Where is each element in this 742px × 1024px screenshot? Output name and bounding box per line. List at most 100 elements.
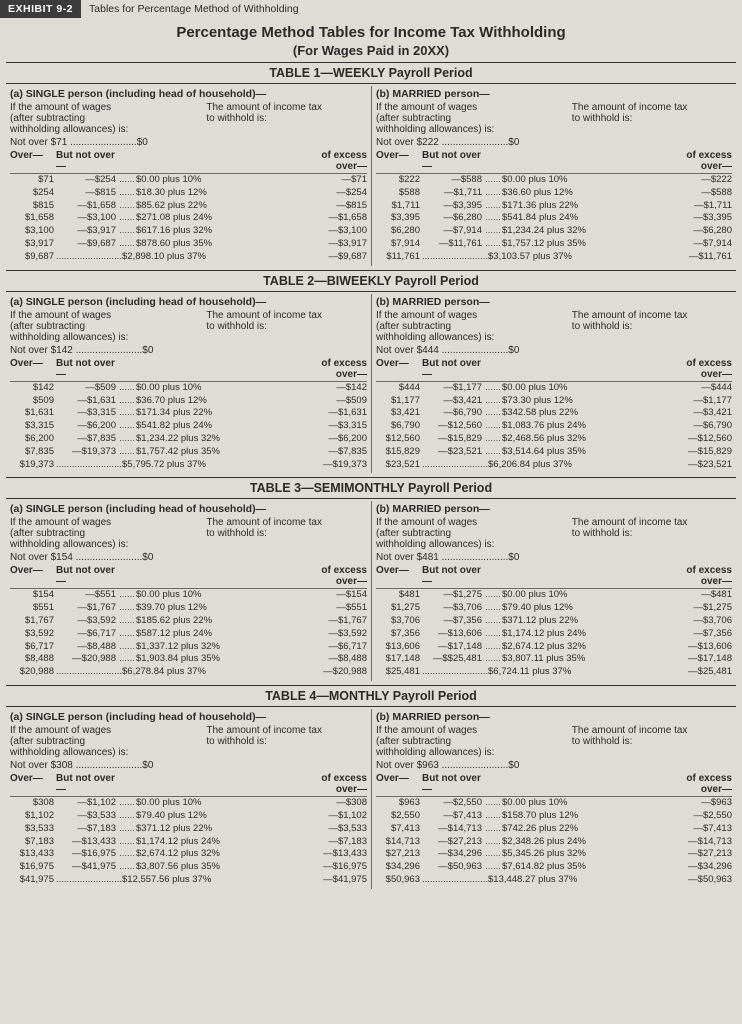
bracket-row: $1,767 —$3,592 ...... $185.62 plus 22% —… (10, 615, 367, 628)
cell-over: $254 (10, 187, 56, 200)
cell-tax: $3,514.64 plus 35% (502, 446, 674, 459)
intro-left: If the amount of wages(after subtracting… (10, 517, 206, 550)
head-excess: of excess over— (674, 358, 732, 380)
cell-dots: ...... (484, 174, 502, 187)
cell-excess: —$3,421 (674, 407, 732, 420)
cell-notover: —$13,433 (56, 836, 118, 849)
cell-excess: —$27,213 (674, 848, 732, 861)
cell-excess: —$12,560 (674, 433, 732, 446)
grid-head: Over— But not over— of excess over— (10, 150, 367, 174)
cell-excess: —$20,988 (309, 666, 367, 679)
cell-notover: —$551 (56, 589, 118, 602)
table-columns: (a) SINGLE person (including head of hou… (6, 294, 736, 474)
cell-dots: ...... (118, 225, 136, 238)
cell-excess: —$222 (674, 174, 732, 187)
cell-excess: —$7,914 (674, 238, 732, 251)
bracket-row: $7,356 —$13,606 ...... $1,174.12 plus 24… (376, 628, 732, 641)
head-excess: of excess over— (309, 565, 367, 587)
cell-excess: —$17,148 (674, 653, 732, 666)
cell-notover: —$7,413 (422, 810, 484, 823)
cell-over: $13,433 (10, 848, 56, 861)
bracket-row-last: $9,687 .........................$2,898.1… (10, 251, 367, 264)
head-over: Over— (10, 773, 56, 795)
cell-tax: $6,206.84 plus 37% (488, 459, 572, 470)
cell-dots: ...... (118, 615, 136, 628)
cell-over: $7,183 (10, 836, 56, 849)
cell-excess: —$1,275 (674, 602, 732, 615)
cell-dots: ...... (118, 589, 136, 602)
cell-excess: —$7,413 (674, 823, 732, 836)
cell-over: $154 (10, 589, 56, 602)
intro-left: If the amount of wages(after subtracting… (10, 310, 206, 343)
intro-right: The amount of income taxto withhold is: (206, 310, 367, 343)
bracket-row: $444 —$1,177 ...... $0.00 plus 10% —$444 (376, 382, 732, 395)
cell-dots: ...... (118, 174, 136, 187)
cell-dots: ...... (118, 446, 136, 459)
cell-over: $509 (10, 395, 56, 408)
cell-dots: ...... (484, 836, 502, 849)
cell-excess: —$15,829 (674, 446, 732, 459)
cell-notover: —$17,148 (422, 641, 484, 654)
cell-notover: —$3,533 (56, 810, 118, 823)
cell-notover: —$815 (56, 187, 118, 200)
withholding-column: (b) MARRIED person— If the amount of wag… (371, 501, 736, 681)
cell-over: $2,550 (376, 810, 422, 823)
bracket-row: $1,102 —$3,533 ...... $79.40 plus 12% —$… (10, 810, 367, 823)
cell-dots: ...... (484, 797, 502, 810)
cell-dots: ...... (118, 433, 136, 446)
bracket-row: $154 —$551 ...... $0.00 plus 10% —$154 (10, 589, 367, 602)
not-over-line: Not over $308 ........................$0 (10, 760, 367, 771)
head-excess: of excess over— (309, 150, 367, 172)
cell-excess: —$444 (674, 382, 732, 395)
head-notover: But not over— (56, 150, 118, 172)
cell-tax: $1,337.12 plus 32% (136, 641, 309, 654)
bracket-row: $481 —$1,275 ...... $0.00 plus 10% —$481 (376, 589, 732, 602)
cell-over: $142 (10, 382, 56, 395)
cell-tax: $541.82 plus 24% (136, 420, 309, 433)
cell-tax: $2,898.10 plus 37% (122, 251, 206, 262)
cell-tax: $2,348.26 plus 24% (502, 836, 674, 849)
head-notover: But not over— (56, 773, 118, 795)
intro-left: If the amount of wages(after subtracting… (10, 102, 206, 135)
cell-excess: —$1,177 (674, 395, 732, 408)
bracket-row-last: $23,521 .........................$6,206.… (376, 459, 732, 472)
person-heading: (b) MARRIED person— (376, 503, 732, 515)
cell-over: $6,200 (10, 433, 56, 446)
cell-tax: $371.12 plus 22% (502, 615, 674, 628)
cell-over: $50,963 (376, 874, 422, 887)
intro: If the amount of wages(after subtracting… (376, 310, 732, 343)
bracket-row-last: $41,975 .........................$12,557… (10, 874, 367, 887)
bracket-row: $12,560 —$15,829 ...... $2,468.56 plus 3… (376, 433, 732, 446)
table-columns: (a) SINGLE person (including head of hou… (6, 709, 736, 889)
table-columns: (a) SINGLE person (including head of hou… (6, 86, 736, 266)
grid-head: Over— But not over— of excess over— (10, 773, 367, 797)
cell-dots: ...... (118, 382, 136, 395)
cell-tax: $171.36 plus 22% (502, 200, 674, 213)
intro: If the amount of wages(after subtracting… (10, 310, 367, 343)
cell-excess: —$815 (309, 200, 367, 213)
withholding-table: TABLE 1—WEEKLY Payroll Period (a) SINGLE… (6, 62, 736, 266)
cell-dots: ...... (484, 589, 502, 602)
cell-notover: —$3,917 (56, 225, 118, 238)
cell-over: $3,533 (10, 823, 56, 836)
cell-excess: —$3,100 (309, 225, 367, 238)
intro-right: The amount of income taxto withhold is: (572, 517, 732, 550)
bracket-row: $254 —$815 ...... $18.30 plus 12% —$254 (10, 187, 367, 200)
cell-over: $1,767 (10, 615, 56, 628)
cell-dots: ...... (484, 628, 502, 641)
bracket-row: $71 —$254 ...... $0.00 plus 10% —$71 (10, 174, 367, 187)
cell-dots: ...... (484, 810, 502, 823)
cell-dots: ...... (118, 653, 136, 666)
exhibit-tag: EXHIBIT 9-2 (0, 0, 81, 18)
bracket-row: $3,421 —$6,790 ...... $342.58 plus 22% —… (376, 407, 732, 420)
cell-excess: —$1,102 (309, 810, 367, 823)
bracket-row: $6,280 —$7,914 ...... $1,234.24 plus 32%… (376, 225, 732, 238)
withholding-column: (a) SINGLE person (including head of hou… (6, 294, 371, 474)
bracket-row: $142 —$509 ...... $0.00 plus 10% —$142 (10, 382, 367, 395)
cell-notover: —$7,835 (56, 433, 118, 446)
cell-excess: —$50,963 (674, 874, 732, 887)
cell-notover: —$14,713 (422, 823, 484, 836)
cell-tax: $6,724.11 plus 37% (488, 666, 571, 677)
cell-dots: ...... (484, 225, 502, 238)
head-notover: But not over— (56, 358, 118, 380)
